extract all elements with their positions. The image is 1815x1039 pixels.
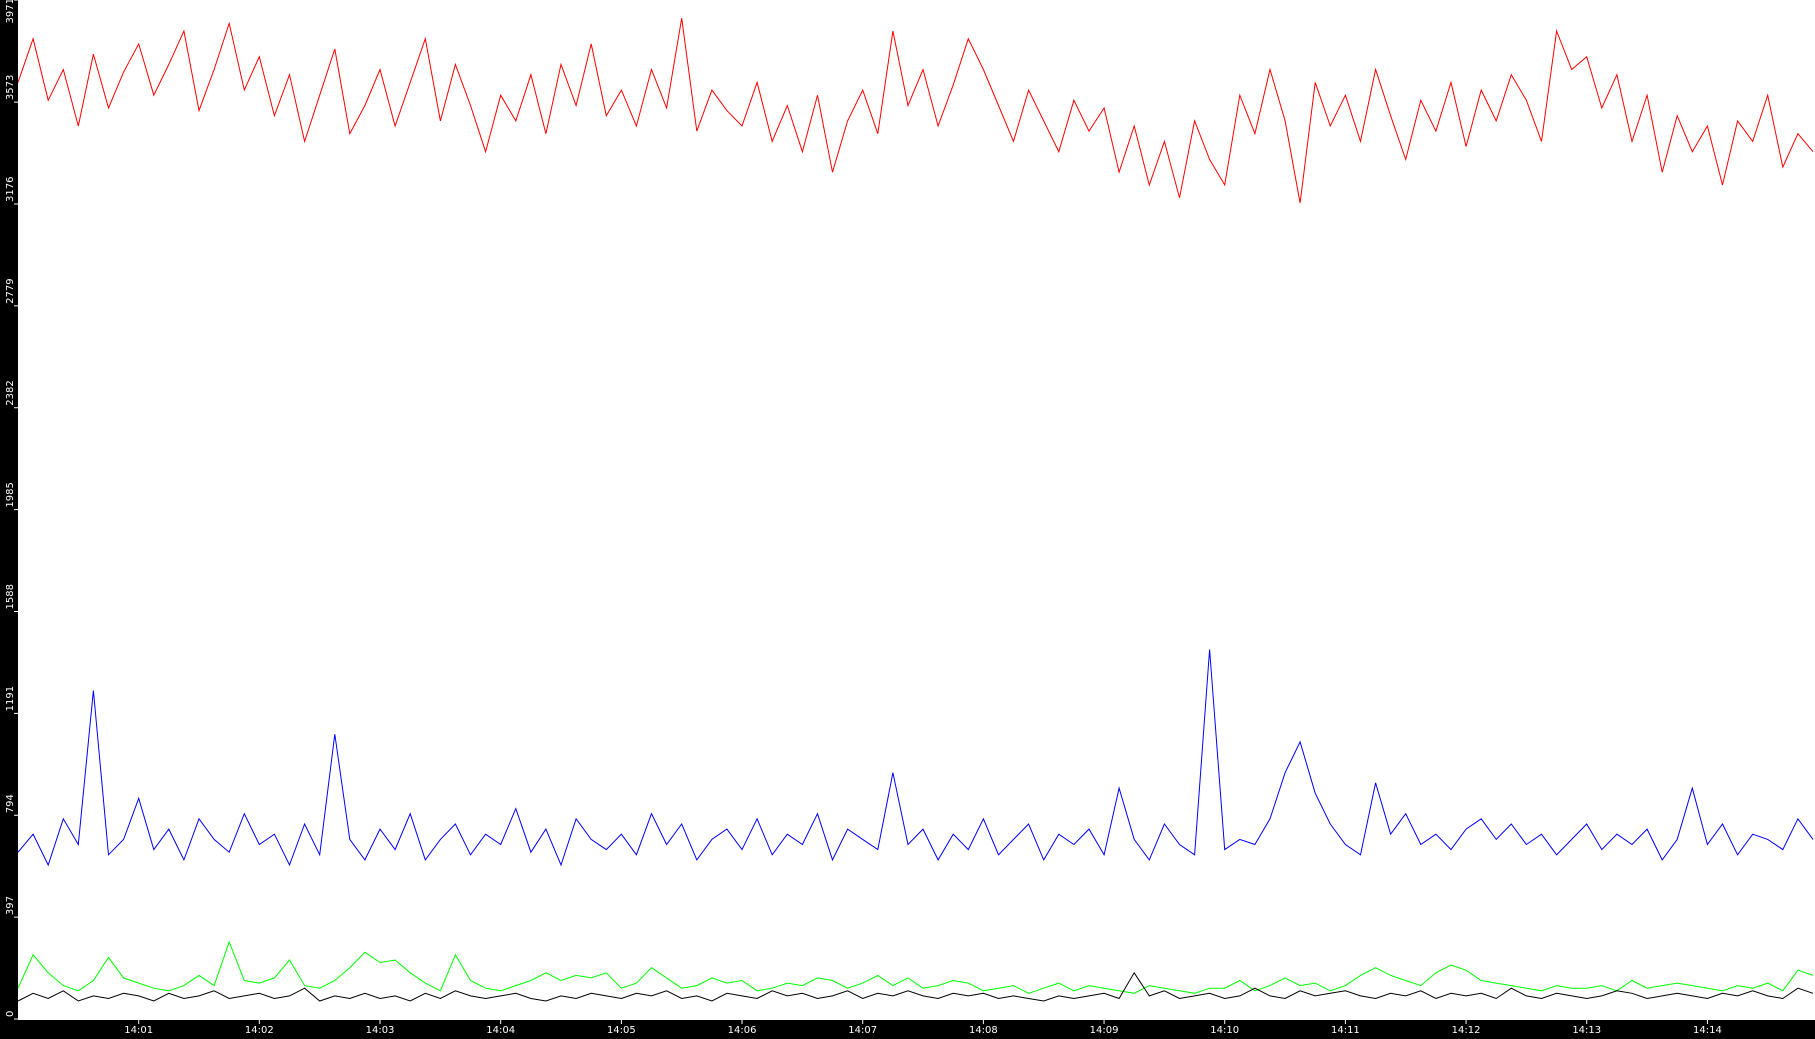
x-tick-label: 14:08 xyxy=(969,1025,998,1036)
x-tick-label: 14:02 xyxy=(245,1025,274,1036)
series-line xyxy=(17,971,1814,1002)
series-line xyxy=(17,18,1814,204)
y-tick-label: 0 xyxy=(5,1011,16,1017)
x-tick-label: 14:05 xyxy=(607,1025,636,1036)
y-tick-label: 1588 xyxy=(5,584,16,609)
y-tick-label: 397 xyxy=(5,896,16,915)
x-tick-label: 14:01 xyxy=(124,1025,153,1036)
y-axis-strip xyxy=(0,0,18,1039)
x-tick-label: 14:10 xyxy=(1210,1025,1239,1036)
y-tick-label: 3176 xyxy=(5,177,16,202)
y-tick-label: 2779 xyxy=(5,278,16,303)
y-tick-label: 794 xyxy=(5,794,16,813)
x-tick-label: 14:12 xyxy=(1452,1025,1481,1036)
x-tick-label: 14:14 xyxy=(1693,1025,1722,1036)
y-tick-label: 1985 xyxy=(5,482,16,507)
x-tick-label: 14:13 xyxy=(1572,1025,1601,1036)
series-line xyxy=(17,649,1814,867)
x-tick-label: 14:06 xyxy=(728,1025,757,1036)
x-tick-label: 14:07 xyxy=(848,1025,877,1036)
y-tick-label: 1191 xyxy=(5,686,16,711)
series-line xyxy=(17,940,1814,994)
x-tick-label: 14:04 xyxy=(486,1025,515,1036)
y-tick-label: 3573 xyxy=(5,75,16,100)
x-tick-label: 14:09 xyxy=(1090,1025,1119,1036)
x-axis-strip xyxy=(0,1020,1815,1039)
y-tick-label: 3971 xyxy=(5,0,16,23)
x-tick-label: 14:03 xyxy=(366,1025,395,1036)
x-tick-label: 14:11 xyxy=(1331,1025,1360,1036)
y-tick-label: 2382 xyxy=(5,380,16,405)
